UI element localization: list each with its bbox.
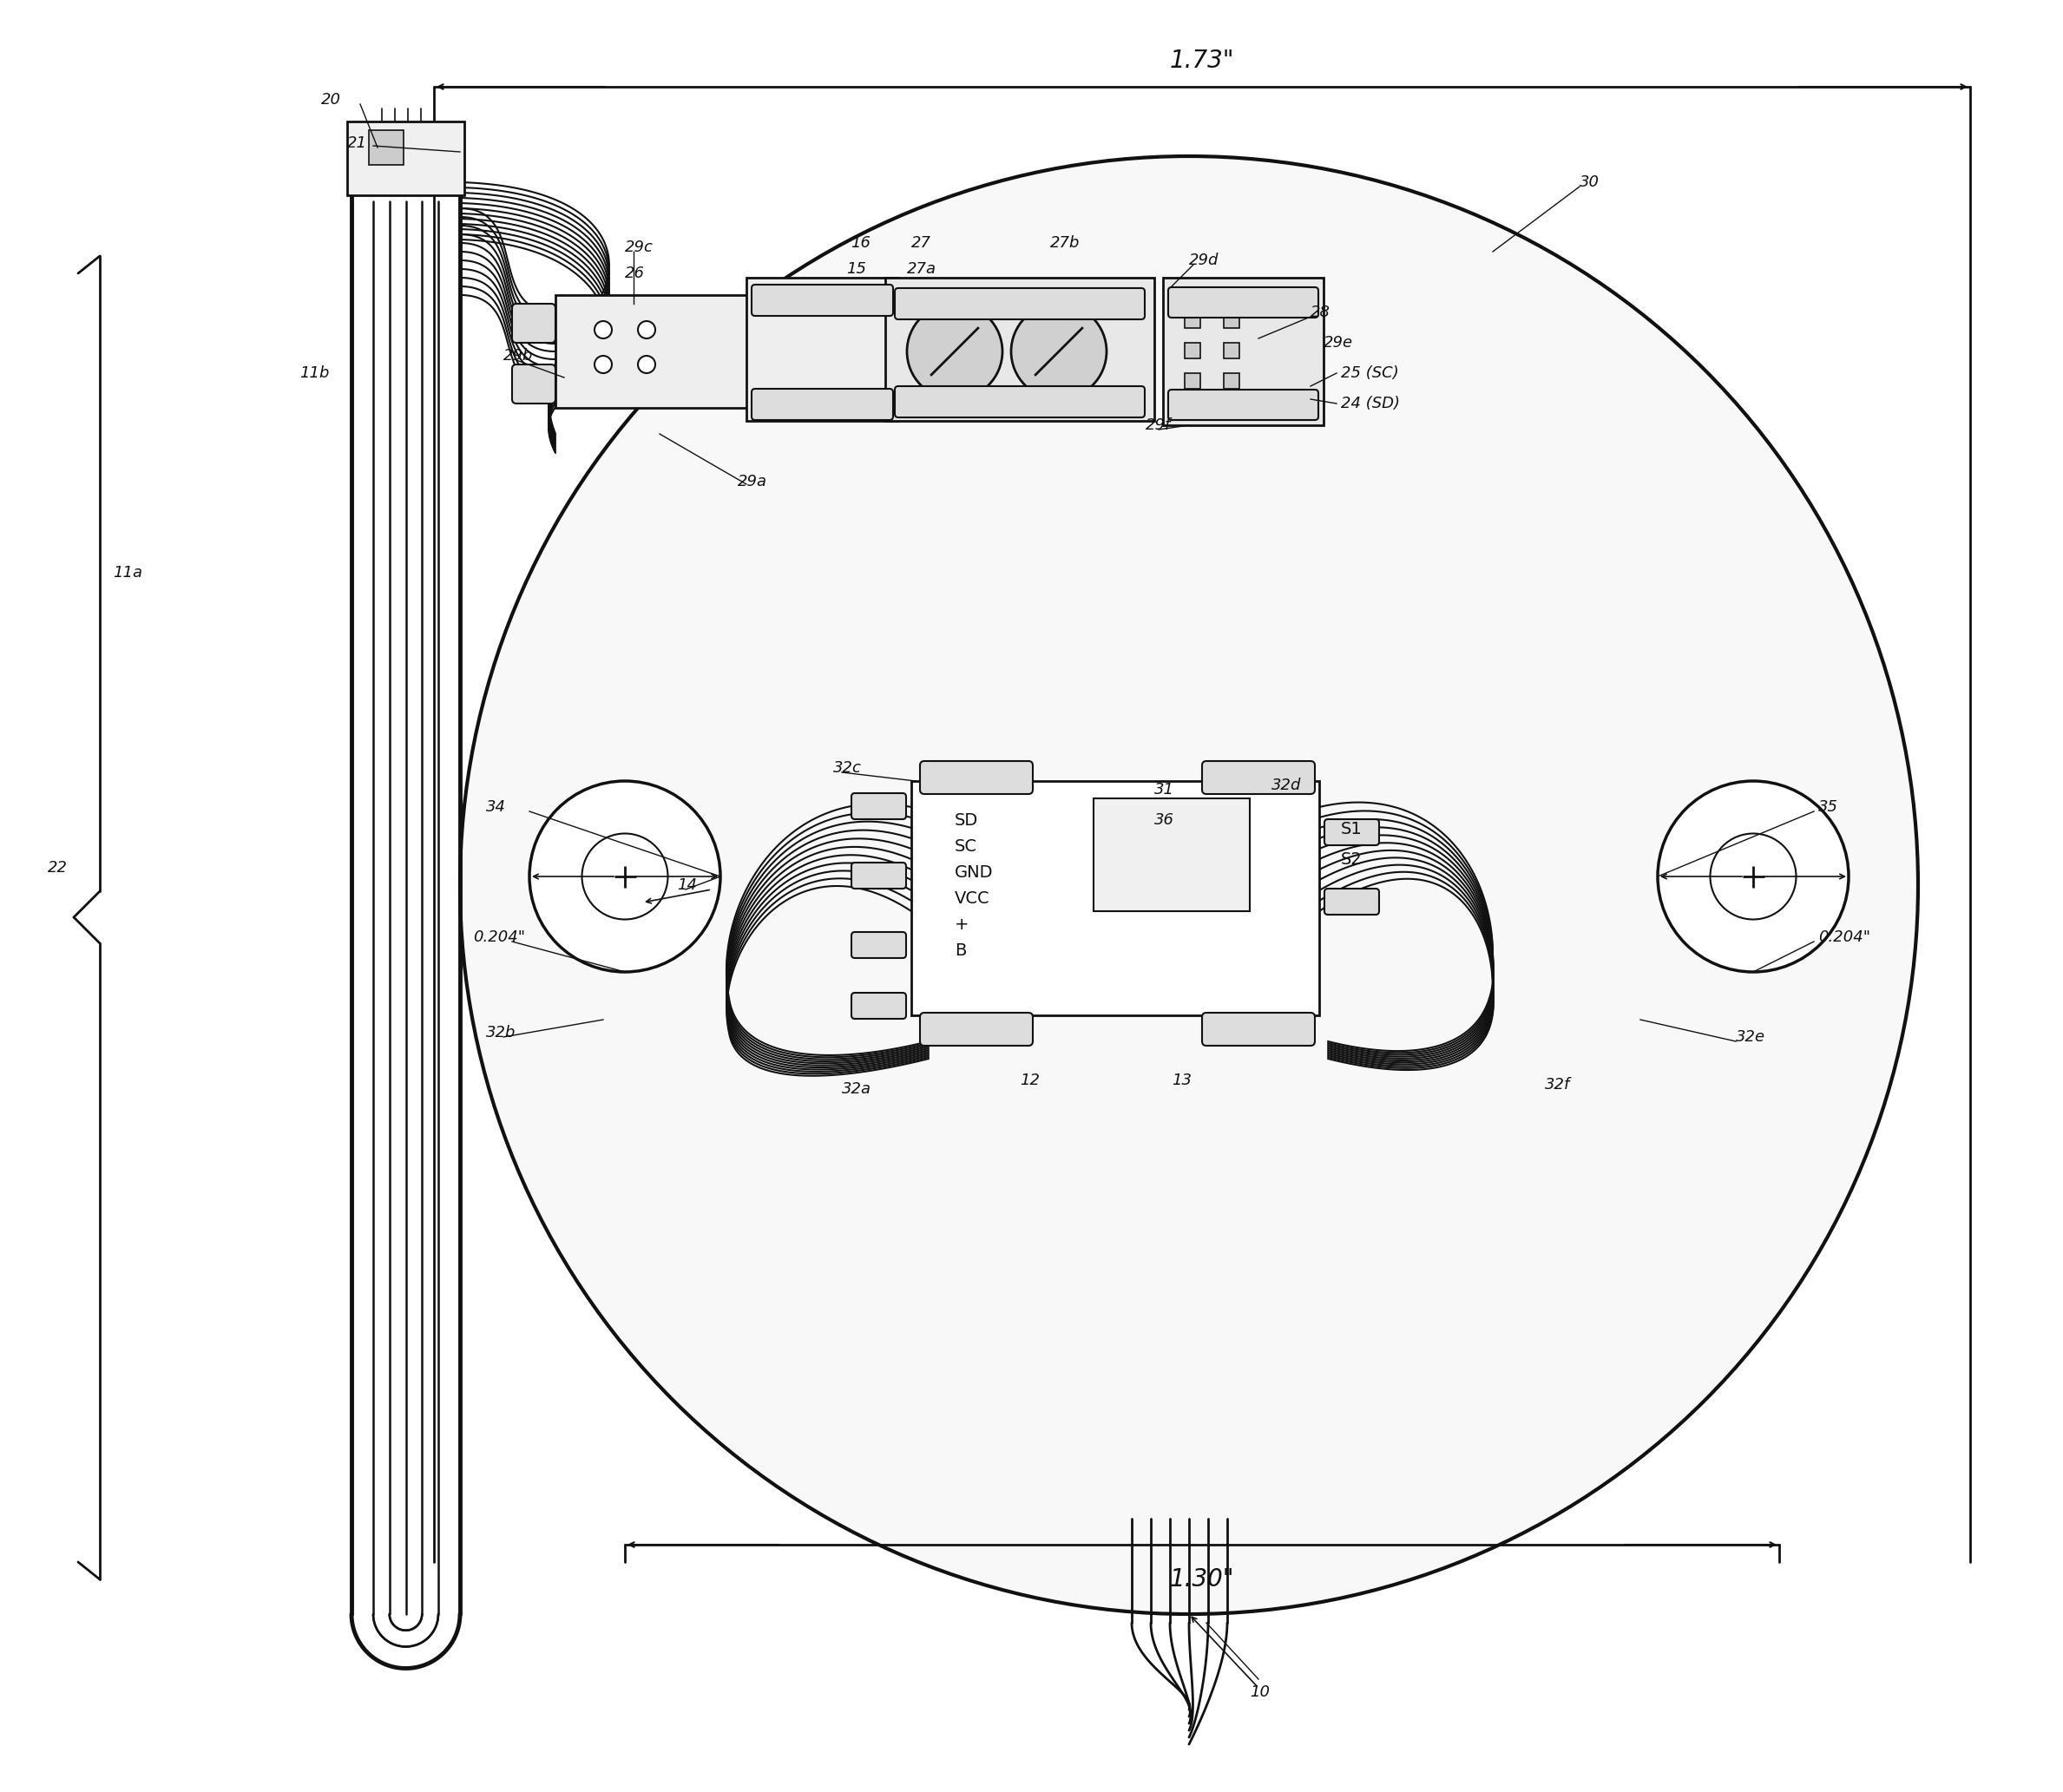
Circle shape <box>1710 833 1797 919</box>
FancyBboxPatch shape <box>1203 1012 1314 1047</box>
Text: 25 (SC): 25 (SC) <box>1341 366 1399 382</box>
FancyBboxPatch shape <box>920 1012 1034 1047</box>
Bar <box>912 781 1318 1016</box>
FancyBboxPatch shape <box>751 285 893 315</box>
Bar <box>1223 312 1240 328</box>
Text: 32d: 32d <box>1271 778 1302 794</box>
Text: 16: 16 <box>850 235 871 251</box>
Bar <box>1223 342 1240 358</box>
Text: 28: 28 <box>1310 305 1331 321</box>
Bar <box>1164 278 1324 425</box>
Circle shape <box>460 156 1919 1615</box>
Bar <box>747 278 897 421</box>
Text: 27b: 27b <box>1050 235 1081 251</box>
Text: 11b: 11b <box>299 366 330 382</box>
Text: 29c: 29c <box>625 240 654 254</box>
Text: 32f: 32f <box>1545 1077 1570 1093</box>
Text: 15: 15 <box>846 262 866 276</box>
FancyBboxPatch shape <box>1168 287 1318 317</box>
Text: S2: S2 <box>1341 851 1362 867</box>
Circle shape <box>594 357 613 373</box>
Circle shape <box>530 781 720 971</box>
Bar <box>369 131 404 165</box>
FancyBboxPatch shape <box>852 932 906 959</box>
Text: 24 (SD): 24 (SD) <box>1341 396 1401 412</box>
Text: 29e: 29e <box>1324 335 1353 351</box>
Bar <box>555 296 759 409</box>
FancyBboxPatch shape <box>1203 762 1314 794</box>
Text: SD: SD <box>955 812 978 828</box>
Text: 10: 10 <box>1250 1684 1269 1701</box>
Bar <box>759 312 794 391</box>
Text: 32b: 32b <box>487 1025 516 1041</box>
Text: 32c: 32c <box>833 760 862 776</box>
Text: 29f: 29f <box>1145 418 1172 434</box>
Text: 20: 20 <box>322 91 340 108</box>
Text: 34: 34 <box>487 799 505 815</box>
Text: 29a: 29a <box>739 473 767 489</box>
FancyBboxPatch shape <box>512 364 555 403</box>
Text: B: B <box>955 943 965 959</box>
Text: 32e: 32e <box>1735 1029 1766 1045</box>
Text: GND: GND <box>955 864 992 880</box>
Text: +: + <box>955 916 970 932</box>
Bar <box>1223 373 1240 389</box>
Text: 0.204": 0.204" <box>1818 930 1871 944</box>
Circle shape <box>908 303 1003 400</box>
FancyBboxPatch shape <box>852 862 906 889</box>
Text: SC: SC <box>955 839 978 855</box>
Text: 12: 12 <box>1019 1073 1040 1088</box>
Bar <box>347 122 464 195</box>
Text: 0.204": 0.204" <box>472 930 526 944</box>
Circle shape <box>1659 781 1848 971</box>
Bar <box>885 278 1155 421</box>
FancyBboxPatch shape <box>852 993 906 1020</box>
Circle shape <box>594 321 613 339</box>
FancyBboxPatch shape <box>895 385 1145 418</box>
Text: 31: 31 <box>1155 781 1174 797</box>
Text: 27a: 27a <box>908 262 937 276</box>
Text: 29d: 29d <box>1188 253 1219 269</box>
FancyBboxPatch shape <box>1168 389 1318 419</box>
FancyBboxPatch shape <box>512 303 555 342</box>
Bar <box>1184 312 1201 328</box>
Text: 27: 27 <box>912 235 930 251</box>
Text: 35: 35 <box>1818 799 1838 815</box>
FancyBboxPatch shape <box>852 794 906 819</box>
Text: VCC: VCC <box>955 891 990 907</box>
Text: 11a: 11a <box>113 564 142 581</box>
Text: 1.30": 1.30" <box>1170 1568 1234 1591</box>
Text: 14: 14 <box>677 878 697 892</box>
Bar <box>1184 342 1201 358</box>
Text: 22: 22 <box>47 860 68 876</box>
Text: 30: 30 <box>1580 174 1599 190</box>
Circle shape <box>1011 303 1106 400</box>
Text: 21: 21 <box>347 136 367 151</box>
Text: S1: S1 <box>1341 821 1362 837</box>
Bar <box>1093 799 1250 910</box>
FancyBboxPatch shape <box>751 389 893 419</box>
Circle shape <box>637 321 656 339</box>
Text: 36: 36 <box>1155 812 1174 828</box>
Circle shape <box>637 357 656 373</box>
FancyBboxPatch shape <box>1324 889 1378 914</box>
Text: 26: 26 <box>625 265 646 281</box>
FancyBboxPatch shape <box>920 762 1034 794</box>
Text: 1.73": 1.73" <box>1170 48 1234 73</box>
FancyBboxPatch shape <box>1324 819 1378 846</box>
Text: 13: 13 <box>1172 1073 1192 1088</box>
Circle shape <box>582 833 668 919</box>
Bar <box>1184 373 1201 389</box>
FancyBboxPatch shape <box>895 289 1145 319</box>
Text: 32a: 32a <box>842 1081 871 1097</box>
Text: 29b: 29b <box>503 348 532 364</box>
